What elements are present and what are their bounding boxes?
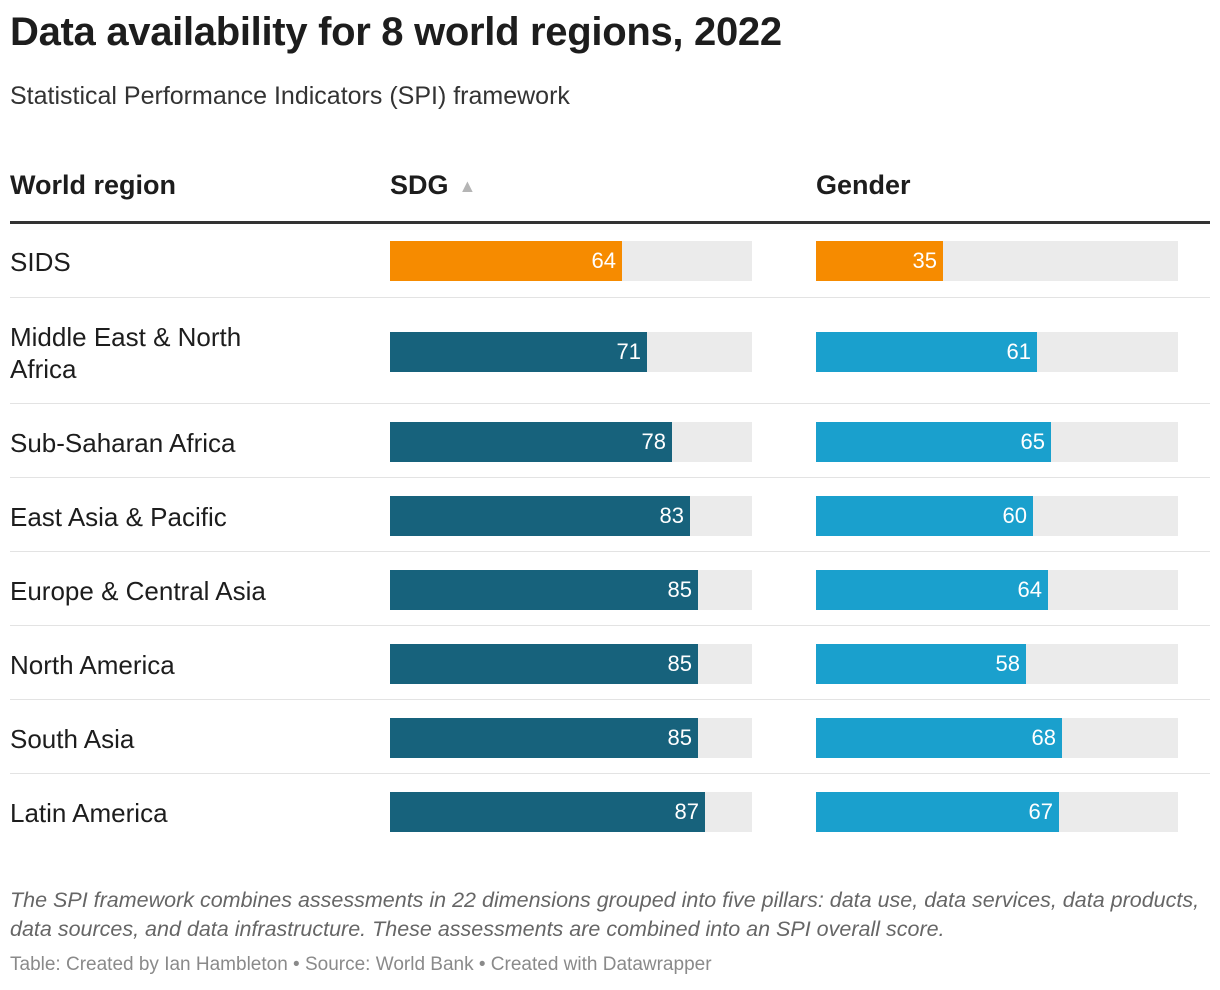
region-label: Europe & Central Asia <box>10 576 266 606</box>
gender-value-label: 61 <box>1006 339 1031 364</box>
column-header-region-label: World region <box>10 170 176 200</box>
sdg-value-label: 85 <box>667 651 692 676</box>
gender-value-label: 68 <box>1031 725 1056 750</box>
column-header-sdg[interactable]: SDG ▲ <box>390 170 476 201</box>
column-header-sdg-label: SDG <box>390 170 449 200</box>
gender-bar-track: 61 <box>816 332 1178 372</box>
chart-subtitle: Statistical Performance Indicators (SPI)… <box>10 82 570 110</box>
sdg-value-label: 85 <box>667 577 692 602</box>
gender-bar-track: 64 <box>816 570 1178 610</box>
sdg-value-label: 85 <box>667 725 692 750</box>
row-divider <box>10 403 1210 404</box>
gender-value-label: 67 <box>1028 799 1053 824</box>
gender-bar: 65 <box>816 422 1051 462</box>
gender-value-label: 64 <box>1017 577 1042 602</box>
gender-bar-track: 60 <box>816 496 1178 536</box>
sdg-bar-track: 85 <box>390 718 752 758</box>
gender-bar-track: 68 <box>816 718 1178 758</box>
chart-note: The SPI framework combines assessments i… <box>10 888 1200 941</box>
row-divider <box>10 699 1210 700</box>
sdg-bar-track: 85 <box>390 570 752 610</box>
sdg-bar: 87 <box>390 792 705 832</box>
column-header-gender[interactable]: Gender <box>816 170 911 201</box>
sdg-bar-track: 85 <box>390 644 752 684</box>
region-label: Sub-Saharan Africa <box>10 428 236 458</box>
gender-bar: 58 <box>816 644 1026 684</box>
sdg-bar: 71 <box>390 332 647 372</box>
sdg-bar-track: 64 <box>390 241 752 281</box>
sdg-value-label: 64 <box>591 248 616 273</box>
sdg-bar-track: 87 <box>390 792 752 832</box>
sdg-bar: 64 <box>390 241 622 281</box>
gender-value-label: 58 <box>995 651 1020 676</box>
table-row: Sub-Saharan Africa 78 65 <box>10 404 1210 478</box>
row-divider <box>10 773 1210 774</box>
gender-value-label: 35 <box>912 248 937 273</box>
gender-value-label: 60 <box>1002 503 1027 528</box>
sdg-bar: 85 <box>390 570 698 610</box>
gender-bar: 60 <box>816 496 1033 536</box>
header-divider <box>10 221 1210 224</box>
table-row: Europe & Central Asia 85 64 <box>10 552 1210 626</box>
region-label: East Asia & Pacific <box>10 502 227 532</box>
sdg-bar: 78 <box>390 422 672 462</box>
table-row: South Asia 85 68 <box>10 700 1210 774</box>
column-header-gender-label: Gender <box>816 170 911 200</box>
region-label: Latin America <box>10 798 168 828</box>
region-label: Middle East & North Africa <box>10 322 242 384</box>
gender-bar: 67 <box>816 792 1059 832</box>
row-divider <box>10 297 1210 298</box>
gender-bar: 68 <box>816 718 1062 758</box>
row-divider <box>10 625 1210 626</box>
gender-bar-track: 67 <box>816 792 1178 832</box>
gender-value-label: 65 <box>1020 429 1045 454</box>
chart-footer: Table: Created by Ian Hambleton • Source… <box>10 954 712 975</box>
sdg-bar: 85 <box>390 718 698 758</box>
sdg-value-label: 78 <box>641 429 666 454</box>
region-label: North America <box>10 650 175 680</box>
region-label: South Asia <box>10 724 135 754</box>
gender-bar: 61 <box>816 332 1037 372</box>
gender-bar: 35 <box>816 241 943 281</box>
table-row: Middle East & North Africa 71 61 <box>10 298 1210 404</box>
row-divider <box>10 551 1210 552</box>
sdg-bar-track: 71 <box>390 332 752 372</box>
sdg-value-label: 71 <box>616 339 641 364</box>
sdg-value-label: 83 <box>659 503 684 528</box>
table-row: East Asia & Pacific 83 60 <box>10 478 1210 552</box>
table-row: SIDS 64 35 <box>10 222 1210 298</box>
sdg-bar: 85 <box>390 644 698 684</box>
table-row: North America 85 58 <box>10 626 1210 700</box>
chart-title: Data availability for 8 world regions, 2… <box>10 10 782 54</box>
gender-bar-track: 65 <box>816 422 1178 462</box>
gender-bar: 64 <box>816 570 1048 610</box>
sdg-value-label: 87 <box>674 799 699 824</box>
table-row: Latin America 87 67 <box>10 774 1210 848</box>
row-divider <box>10 477 1210 478</box>
sort-ascending-icon: ▲ <box>458 176 477 196</box>
region-label: SIDS <box>10 247 71 277</box>
sdg-bar: 83 <box>390 496 690 536</box>
gender-bar-track: 58 <box>816 644 1178 684</box>
gender-bar-track: 35 <box>816 241 1178 281</box>
sdg-bar-track: 78 <box>390 422 752 462</box>
column-header-region[interactable]: World region <box>10 170 176 201</box>
sdg-bar-track: 83 <box>390 496 752 536</box>
